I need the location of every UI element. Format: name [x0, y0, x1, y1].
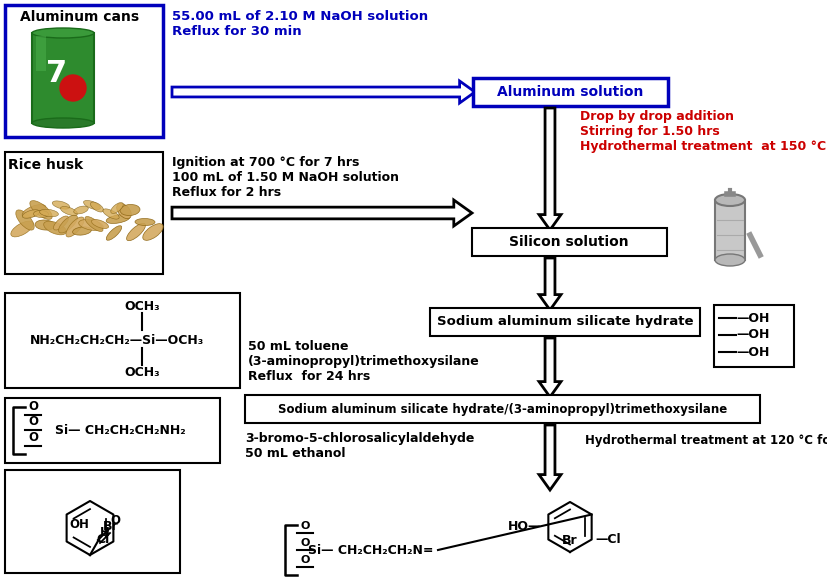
Text: Br: Br [103, 520, 118, 532]
Ellipse shape [30, 201, 52, 220]
Ellipse shape [84, 201, 101, 210]
Text: 50 mL toluene
(3-aminopropyl)trimethoxysilane
Reflux  for 24 hrs: 50 mL toluene (3-aminopropyl)trimethoxys… [248, 340, 480, 383]
Ellipse shape [120, 205, 140, 216]
Bar [430, 308, 700, 336]
Text: 55.00 mL of 2.10 M NaOH solution
Reflux for 30 min: 55.00 mL of 2.10 M NaOH solution Reflux … [172, 10, 428, 38]
Ellipse shape [74, 206, 88, 214]
Ellipse shape [60, 206, 78, 216]
Ellipse shape [715, 194, 745, 206]
Text: O: O [300, 555, 309, 565]
Bar [245, 395, 760, 423]
Text: 3-bromo-5-chlorosalicylaldehyde
50 mL ethanol: 3-bromo-5-chlorosalicylaldehyde 50 mL et… [245, 432, 475, 460]
Bar [5, 293, 240, 388]
Bar [5, 152, 163, 274]
Text: Cl: Cl [96, 533, 109, 546]
Ellipse shape [107, 226, 122, 240]
Ellipse shape [111, 202, 123, 213]
Bar [5, 470, 180, 573]
Polygon shape [539, 425, 561, 490]
Ellipse shape [16, 210, 34, 230]
Ellipse shape [22, 205, 45, 217]
Bar [5, 398, 220, 463]
Text: Rice husk: Rice husk [8, 158, 84, 172]
Text: Sodium aluminum silicate hydrate/(3-aminopropyl)trimethoxysilane: Sodium aluminum silicate hydrate/(3-amin… [278, 402, 727, 416]
Ellipse shape [35, 220, 55, 230]
Ellipse shape [40, 209, 59, 217]
Text: O: O [300, 521, 309, 531]
Text: —OH: —OH [736, 312, 769, 324]
Ellipse shape [32, 28, 94, 38]
Text: NH₂CH₂CH₂CH₂—Si—OCH₃: NH₂CH₂CH₂CH₂—Si—OCH₃ [30, 334, 204, 346]
Text: Aluminum cans: Aluminum cans [21, 10, 140, 24]
Text: Aluminum solution: Aluminum solution [497, 85, 643, 99]
Ellipse shape [32, 118, 94, 128]
Text: OH: OH [69, 517, 89, 531]
Circle shape [60, 75, 86, 101]
Bar [32, 33, 94, 123]
Bar [715, 200, 745, 260]
Text: OCH₃: OCH₃ [124, 365, 160, 379]
Text: O: O [28, 431, 38, 444]
Text: OCH₃: OCH₃ [124, 301, 160, 313]
Text: up: up [61, 79, 81, 93]
Polygon shape [172, 81, 475, 103]
Ellipse shape [135, 218, 155, 225]
Bar [5, 5, 163, 137]
Text: O: O [28, 400, 38, 413]
Text: —OH: —OH [736, 346, 769, 358]
Text: HO—: HO— [508, 521, 541, 533]
Ellipse shape [73, 227, 92, 235]
Text: Sodium aluminum silicate hydrate: Sodium aluminum silicate hydrate [437, 316, 693, 328]
Ellipse shape [11, 221, 33, 237]
Ellipse shape [117, 203, 131, 218]
Polygon shape [539, 108, 561, 230]
Polygon shape [172, 200, 472, 226]
Ellipse shape [715, 254, 745, 266]
Text: Ignition at 700 °C for 7 hrs
100 mL of 1.50 M NaOH solution
Reflux for 2 hrs: Ignition at 700 °C for 7 hrs 100 mL of 1… [172, 156, 399, 199]
Text: H: H [100, 526, 110, 539]
Ellipse shape [103, 209, 119, 219]
Bar [714, 305, 794, 367]
Polygon shape [539, 338, 561, 397]
Bar [472, 228, 667, 256]
Text: Silicon solution: Silicon solution [509, 235, 629, 249]
Ellipse shape [44, 221, 66, 235]
Ellipse shape [66, 217, 84, 237]
Bar [36, 36, 46, 71]
Text: O: O [110, 514, 120, 527]
Ellipse shape [59, 215, 78, 233]
Bar [473, 78, 668, 106]
Text: Hydrothermal treatment at 120 °C for 3 hrs: Hydrothermal treatment at 120 °C for 3 h… [585, 434, 827, 447]
Text: 7: 7 [46, 58, 68, 87]
Ellipse shape [92, 220, 108, 228]
Ellipse shape [106, 214, 130, 224]
Ellipse shape [54, 216, 69, 230]
Ellipse shape [52, 201, 69, 209]
Text: O: O [300, 538, 309, 548]
Text: —OH: —OH [736, 328, 769, 342]
Text: Drop by drop addition
Stirring for 1.50 hrs
Hydrothermal treatment  at 150 °C fo: Drop by drop addition Stirring for 1.50 … [580, 110, 827, 153]
Ellipse shape [22, 210, 40, 218]
Ellipse shape [85, 217, 103, 231]
Text: —Cl: —Cl [595, 533, 621, 546]
Ellipse shape [143, 224, 163, 240]
Polygon shape [539, 258, 561, 310]
Text: Br: Br [562, 534, 578, 547]
Ellipse shape [79, 220, 103, 231]
Text: Si— CH₂CH₂CH₂N=: Si— CH₂CH₂CH₂N= [308, 543, 433, 557]
Ellipse shape [90, 202, 103, 212]
Text: Si— CH₂CH₂CH₂NH₂: Si— CH₂CH₂CH₂NH₂ [55, 424, 185, 437]
Text: O: O [28, 415, 38, 428]
Ellipse shape [127, 223, 146, 240]
Ellipse shape [34, 210, 49, 217]
